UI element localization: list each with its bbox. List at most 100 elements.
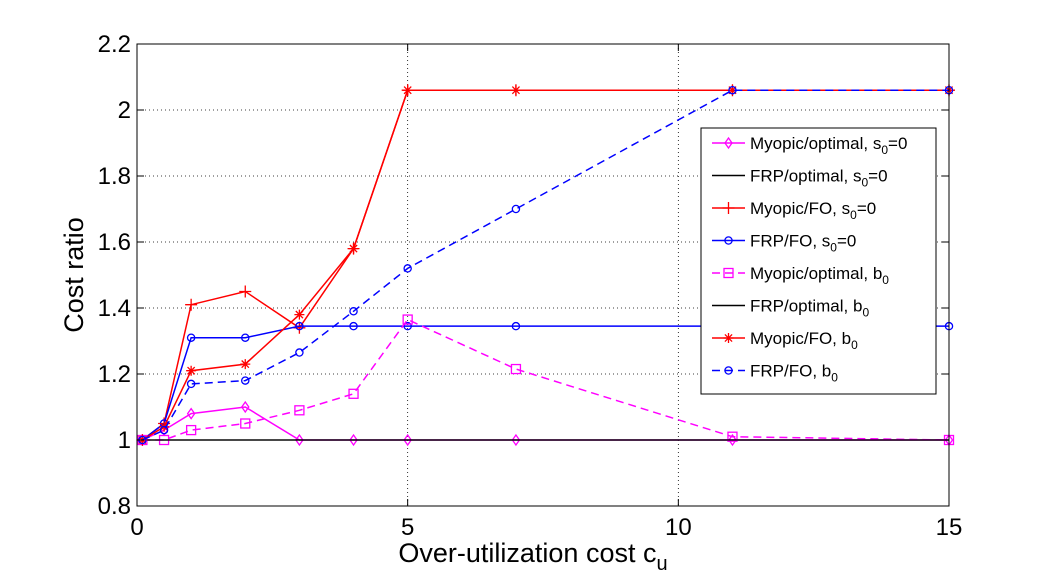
legend-entry-0: Myopic/optimal, s0=0 [712,134,907,157]
data-point [293,321,306,334]
legend-marker [723,267,734,279]
series-line-6 [142,89,949,441]
data-point [402,85,413,96]
data-point [186,365,197,376]
data-point [728,433,737,447]
data-point [403,264,412,273]
data-point [348,388,359,399]
y-tick-label: 1.4 [98,295,131,322]
legend-label-main: FRP/optimal, s [750,167,861,186]
y-tick-label: 2 [118,97,131,124]
x-axis-title: Over-utilization cost cu [398,538,667,575]
legend-entry-2: Myopic/FO, s0=0 [712,199,876,222]
legend-marker [724,236,733,245]
data-point [348,243,359,254]
data-point [186,407,196,420]
legend-label-main: FRP/FO, s [750,232,830,251]
data-point [295,348,304,357]
plot-frame [136,43,950,507]
legend-label-suffix: =0 [837,232,856,251]
legend-marker [724,366,733,375]
legend-box [700,127,937,395]
legend-entry-6: Myopic/FO, b0 [712,329,858,352]
data-point [511,204,521,214]
legend-entry-3: FRP/FO, s0=0 [712,232,856,255]
series-line-3 [141,325,949,441]
x-axis-title-sub: u [656,553,667,575]
legend-label-main: Myopic/optimal, s [750,134,881,153]
data-point [185,424,197,436]
y-tick-label: 1 [118,427,131,454]
data-point [294,405,305,416]
legend-marker [724,136,733,150]
legend-label-sub: 0 [882,273,889,287]
legend-label-main: Myopic/FO, s [750,199,850,218]
data-point [510,363,522,375]
data-point [241,376,250,385]
legend-label-sub: 0 [831,371,838,385]
legend-marker [722,202,735,214]
data-point [349,433,358,447]
legend-entry-7: FRP/FO, b0 [712,362,838,385]
legend-label: Myopic/FO, s0=0 [750,199,876,222]
data-point [186,379,196,389]
data-point [403,433,412,447]
data-point [727,85,738,96]
data-point [186,333,196,342]
data-point [239,285,252,298]
series-line-7 [142,89,949,441]
x-tick-label: 10 [665,514,692,541]
legend-label: FRP/optimal, s0=0 [750,167,888,190]
data-point [240,418,251,429]
legend-marker [723,333,734,343]
y-tick-label: 0.8 [98,493,131,520]
legend-label-main: FRP/FO, b [750,362,831,381]
legend-label-sub: 0 [862,306,869,320]
legend-label: FRP/optimal, b0 [750,297,869,320]
data-point [510,85,521,96]
legend-label-main: Myopic/FO, b [750,329,851,348]
legend-label-sub: 0 [830,241,837,255]
data-point [294,309,305,320]
data-point [295,433,304,447]
legend-label-sub: 0 [851,338,858,352]
legend-label: Myopic/FO, b0 [750,329,858,352]
legend-entry-5: FRP/optimal, b0 [712,297,869,320]
series-7 [138,85,954,445]
axis-ticks: 0 5 10 15 0.8 1 1.2 1.4 1.6 1.8 2 2.2 [98,31,963,541]
x-axis-title-main: Over-utilization cost c [398,538,656,568]
y-tick-label: 2.2 [98,31,131,58]
legend-label: FRP/FO, s0=0 [750,232,856,255]
legend-label-main: Myopic/optimal, b [750,264,882,283]
legend-label: Myopic/optimal, b0 [750,264,889,287]
data-point [349,307,358,316]
legend-entry-1: FRP/optimal, s0=0 [712,167,888,190]
legend-label-suffix: =0 [888,134,907,153]
data-point [240,400,250,414]
legend-entry-4: Myopic/optimal, b0 [712,264,889,287]
data-point [511,321,521,331]
data-point [511,433,521,447]
data-point [402,314,413,325]
data-point [728,85,737,95]
legend-label-suffix: =0 [857,199,876,218]
data-point [727,431,738,442]
y-axis-title: Cost ratio [59,217,89,333]
data-point [403,321,412,331]
legend-label-sub: 0 [881,143,888,157]
series-line-4 [142,318,950,441]
data-point [241,333,250,342]
legend-label-sub: 0 [850,208,857,222]
y-tick-label: 1.8 [98,163,131,190]
data-point [295,321,304,331]
y-tick-label: 1.6 [98,229,131,256]
legend-label: FRP/FO, b0 [750,362,838,385]
x-tick-label: 15 [936,514,963,541]
legend-label: Myopic/optimal, s0=0 [750,134,907,157]
x-tick-label: 5 [401,514,414,541]
legend-label-main: FRP/optimal, b [750,297,862,316]
data-point [349,321,358,331]
data-point [159,425,169,435]
legend-label-sub: 0 [861,176,868,190]
